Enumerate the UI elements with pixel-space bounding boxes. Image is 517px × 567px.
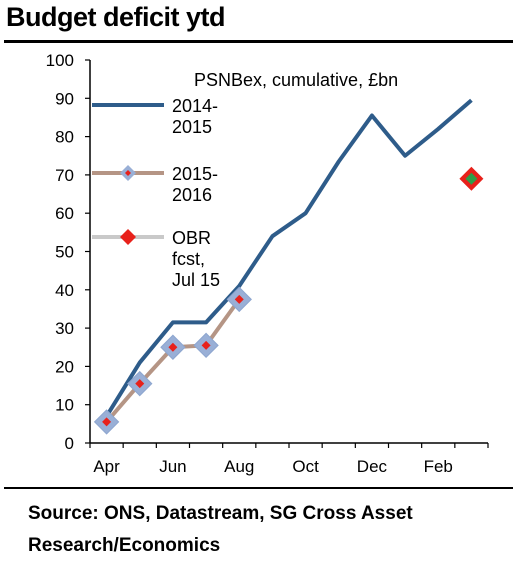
y-axis-ticks: 0 10 20 30 40 50 60 70 80 90 100 <box>46 51 90 453</box>
series-layer <box>93 98 484 435</box>
title-rule <box>4 40 513 43</box>
series-2015-2016-point-center <box>201 340 211 350</box>
x-tick-label: Aug <box>224 457 254 476</box>
y-tick-label: 10 <box>55 396 74 415</box>
source-note: Source: ONS, Datastream, SG Cross Asset … <box>28 503 413 556</box>
y-tick-label: 40 <box>55 281 74 300</box>
series-2015-2016-point-center <box>135 379 145 389</box>
series-2014-2015-line <box>104 98 473 418</box>
x-axis-ticks: Apr Jun Aug Oct Dec Feb <box>89 443 489 476</box>
series-2015-2016-point-center <box>102 417 112 427</box>
legend-marker-2015-2016-center <box>125 170 131 176</box>
y-tick-label: 0 <box>65 434 74 453</box>
y-tick-label: 70 <box>55 166 74 185</box>
y-tick-label: 80 <box>55 128 74 147</box>
legend: 2014-2015 2015-2016 OBR fcst, Jul 15 <box>92 96 220 290</box>
legend-label: 2014-2015 <box>172 96 218 137</box>
y-tick-label: 30 <box>55 319 74 338</box>
x-tick-label: Dec <box>357 457 388 476</box>
legend-label: OBR fcst, Jul 15 <box>172 228 220 290</box>
chart-title: Budget deficit ytd <box>6 2 226 32</box>
chart: 0 10 20 30 40 50 60 70 80 90 100 Apr Jun Aug Oct Dec Fe… <box>46 51 489 476</box>
series-2015-2016-point-center <box>234 294 244 304</box>
y-tick-label: 50 <box>55 243 74 262</box>
y-tick-label: 90 <box>55 89 74 108</box>
x-tick-label: Jun <box>159 457 186 476</box>
series-2015-2016-line <box>105 298 241 424</box>
y-tick-label: 20 <box>55 357 74 376</box>
x-tick-label: Feb <box>424 457 453 476</box>
legend-marker-obr <box>120 229 136 245</box>
y-tick-label: 100 <box>46 51 74 70</box>
y-tick-label: 60 <box>55 204 74 223</box>
source-rule <box>4 487 513 489</box>
x-tick-label: Oct <box>292 457 319 476</box>
chart-annotation: PSNBex, cumulative, £bn <box>194 70 398 90</box>
x-tick-label: Apr <box>93 457 120 476</box>
obr-forecast-point-center <box>465 172 478 185</box>
legend-label: 2015-2016 <box>172 164 218 205</box>
series-2015-2016-point-center <box>168 342 178 352</box>
